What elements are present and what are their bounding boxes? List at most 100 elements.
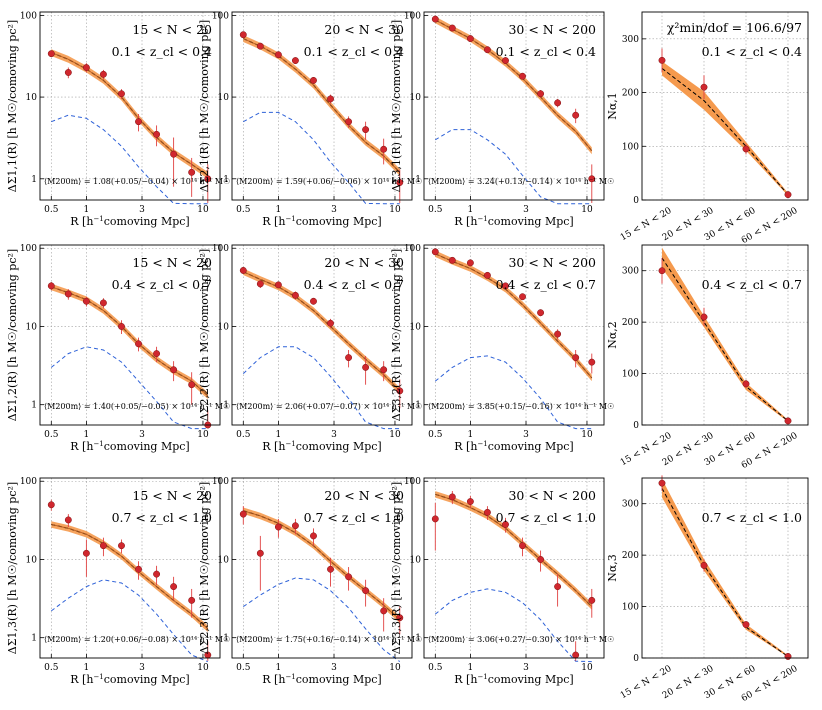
y-tick-label: 100 — [622, 603, 639, 613]
profile-panel-1: 0.5 1 3 10 1 10 100 R [h−1comoving Mpc] ΔΣ1,1(R)… — [6, 11, 230, 228]
data-point — [135, 565, 142, 573]
mass-annotation: ⟨M200m⟩ = 1.59(+0.06/−0.06) × 10¹⁴ h⁻¹ M… — [236, 177, 422, 186]
model-line-solid — [435, 19, 593, 152]
y-tick-label: 100 — [20, 477, 37, 487]
two-halo-line — [51, 579, 208, 663]
x-tick-label: 1 — [468, 430, 474, 440]
richness-annotation: 30 < N < 200 — [508, 488, 596, 503]
data-point — [256, 42, 264, 50]
redshift-annotation: 0.1 < z_cl < 0.4 — [496, 44, 596, 59]
data-point — [64, 69, 72, 76]
y-tick-label: 100 — [404, 11, 421, 21]
x-tick-label: 10 — [389, 205, 401, 215]
data-point — [483, 46, 491, 54]
data-point — [82, 549, 90, 557]
data-point — [537, 309, 545, 317]
x-tick-label: 1 — [84, 430, 90, 440]
richness-annotation: 20 < N < 30 — [324, 22, 404, 37]
y-axis-label: ΔΣ3,1(R) [h M☉/comoving pc²] — [390, 20, 403, 192]
two-halo-line — [243, 111, 400, 205]
model-band — [243, 35, 400, 176]
profile-panel-7: 0.5 1 3 10 1 10 100 R [h−1comoving Mpc] ΔΣ1,3(R)… — [6, 477, 230, 686]
data-point — [658, 267, 666, 275]
data-point — [153, 350, 161, 358]
data-point — [466, 498, 474, 505]
data-point — [99, 542, 107, 550]
model-line-solid — [51, 52, 209, 176]
x-tick-label: 3 — [331, 430, 337, 440]
mass-annotation: ⟨M200m⟩ = 3.06(+0.27/−0.30) × 10¹⁴ h⁻¹ M… — [428, 635, 614, 644]
axes-frame — [423, 477, 605, 659]
data-point — [170, 150, 178, 158]
data-point — [64, 290, 72, 298]
data-point — [502, 282, 509, 290]
y-tick-label: 10 — [410, 555, 422, 565]
axes-frame — [641, 244, 809, 426]
y-tick-label: 0 — [633, 654, 639, 664]
y-tick-label: 0 — [633, 196, 639, 206]
x-tick-label: 10 — [389, 663, 401, 673]
data-point — [204, 175, 212, 183]
data-point — [170, 583, 178, 591]
data-point — [742, 145, 750, 153]
data-point — [274, 281, 282, 289]
normalization-model-line — [661, 68, 789, 195]
data-point — [239, 510, 247, 518]
profile-panel-5: 0.5 1 3 10 1 10 100 R [h−1comoving Mpc] ΔΣ2,2(R)… — [198, 244, 422, 453]
model-line — [51, 524, 209, 630]
y-tick-label: 100 — [622, 370, 639, 380]
axes-frame — [423, 244, 605, 426]
data-point — [188, 596, 196, 604]
data-point — [396, 614, 404, 622]
model-line — [243, 510, 401, 621]
axes-frame — [39, 244, 221, 426]
x-axis-label: R [h−1comoving Mpc] — [70, 673, 189, 686]
mass-annotation: ⟨M200m⟩ = 1.20(+0.06/−0.08) × 10¹⁴ h⁻¹ M… — [44, 635, 230, 644]
redshift-annotation: 0.4 < z_cl < 0.7 — [304, 277, 404, 292]
two-halo-line — [435, 129, 592, 205]
data-point — [502, 521, 509, 528]
y-tick-label: 200 — [622, 89, 639, 99]
chi2-annotation: χ²min/dof = 106.6/97 — [667, 20, 802, 35]
axes-frame — [39, 11, 221, 201]
x-tick-label: 3 — [139, 430, 145, 440]
x-axis-label: R [h−1comoving Mpc] — [262, 440, 381, 453]
x-tick-label: 0.5 — [236, 205, 251, 215]
model-line-solid — [51, 286, 209, 397]
mass-annotation: ⟨M200m⟩ = 3.85(+0.15/−0.16) × 10¹⁴ h⁻¹ M… — [428, 402, 614, 411]
richness-annotation: 20 < N < 30 — [324, 255, 404, 270]
data-point — [47, 282, 55, 290]
richness-annotation: 30 < N < 200 — [508, 22, 596, 37]
model-line-solid — [435, 253, 593, 379]
model-line-solid — [51, 524, 209, 630]
data-point — [118, 323, 125, 330]
axes-frame — [641, 477, 809, 659]
y-axis-label: ΔΣ3,2(R) [h M☉/comoving pc²] — [390, 249, 403, 421]
model-band — [51, 283, 208, 399]
x-axis-label: R [h−1comoving Mpc] — [262, 215, 381, 228]
data-point — [483, 271, 491, 279]
axes-frame — [423, 11, 605, 201]
data-point — [135, 118, 142, 126]
model-line-solid — [243, 510, 401, 620]
model-line — [435, 19, 593, 152]
data-point — [362, 363, 370, 371]
y-tick-label: 10 — [218, 93, 230, 103]
x-tick-label: 0.5 — [236, 663, 251, 673]
redshift-annotation: 0.4 < z_cl < 0.7 — [496, 277, 596, 292]
profile-panel-9: 0.5 1 3 10 1 10 100 R [h−1comoving Mpc] ΔΣ3,3(R)… — [390, 477, 614, 686]
data-point — [380, 366, 388, 374]
y-tick-label: 1 — [31, 401, 37, 411]
richness-annotation: 30 < N < 200 — [508, 255, 596, 270]
x-tick-label: 0.5 — [428, 205, 443, 215]
richness-annotation: 15 < N < 20 — [132, 255, 212, 270]
data-point — [658, 479, 666, 487]
data-point — [99, 299, 107, 307]
x-tick-label: 1 — [276, 205, 282, 215]
x-tick-label: 1 — [468, 663, 474, 673]
x-tick-label: 1 — [84, 663, 90, 673]
data-point — [274, 523, 282, 531]
data-point — [466, 35, 474, 43]
